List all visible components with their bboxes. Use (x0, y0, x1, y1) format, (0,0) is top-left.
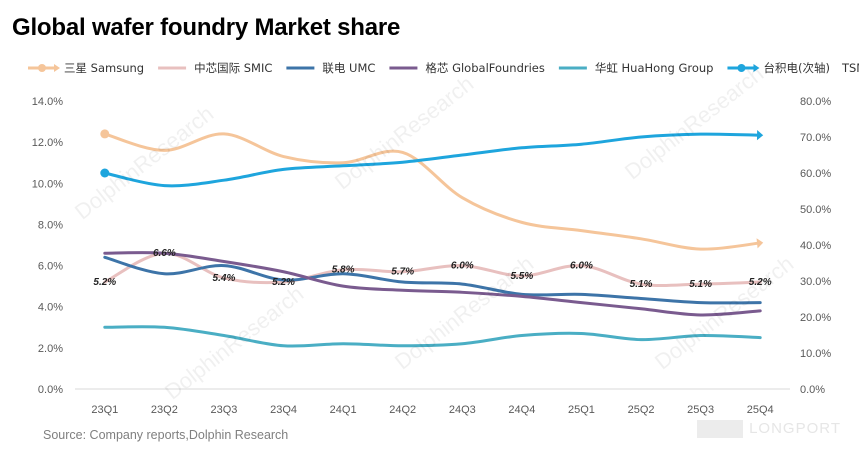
y-left-tick-label: 12.0% (32, 137, 63, 149)
axes: 0.0% 2.0% 4.0% 6.0% 8.0% 10.0% 12.0% 14.0% 0.0% 1… (32, 96, 832, 416)
y-right-tick-label: 80.0% (800, 96, 831, 108)
y-right-tick-label: 60.0% (800, 168, 831, 180)
x-tick-label: 24Q1 (330, 404, 357, 416)
legend-item: 华虹 HuaHong Group (558, 61, 714, 75)
data-label: 6.6% (153, 248, 176, 259)
legend-item: 台积电(次轴) (727, 61, 830, 75)
data-label: 5.2% (749, 277, 772, 288)
x-tick-label: 25Q1 (568, 404, 595, 416)
y-left-tick-label: 14.0% (32, 96, 63, 108)
series-line-series-5 (103, 132, 762, 188)
y-right-tick-label: 0.0% (800, 384, 825, 396)
series-end-arrow (756, 130, 764, 141)
y-left-tick-label: 2.0% (38, 343, 63, 355)
legend-extra-label: TSMC (841, 61, 859, 75)
legend-arrow (753, 64, 760, 72)
series-line-series-4 (103, 325, 762, 348)
x-tick-label: 25Q4 (747, 404, 774, 416)
chart-title: Global wafer foundry Market share (12, 14, 401, 41)
x-tick-label: 25Q2 (628, 404, 655, 416)
data-label: 5.1% (689, 279, 712, 290)
x-tick-label: 23Q4 (270, 404, 297, 416)
legend-label: 三星 Samsung (64, 61, 144, 75)
y-right-tick-label: 70.0% (800, 132, 831, 144)
data-label: 5.2% (93, 277, 116, 288)
x-tick-label: 23Q1 (91, 404, 118, 416)
y-right-tick-label: 30.0% (800, 276, 831, 288)
x-tick-label: 23Q3 (210, 404, 237, 416)
source-note: Source: Company reports,Dolphin Research (43, 428, 289, 442)
legend-label: 华虹 HuaHong Group (595, 61, 714, 75)
legend: 三星 Samsung 中芯国际 SMIC 联电 UMC 格芯 GlobalFoundr… (28, 61, 859, 75)
legend-item: 联电 UMC (286, 61, 375, 75)
legend-label: 台积电(次轴) (763, 61, 829, 75)
series-start-marker (100, 129, 110, 139)
legend-arrow (54, 64, 60, 72)
y-left-tick-label: 6.0% (38, 261, 63, 273)
legend-item: 中芯国际 SMIC (158, 61, 272, 75)
x-tick-label: 23Q2 (151, 404, 178, 416)
data-label: 5.1% (630, 279, 653, 290)
series-lines (100, 129, 764, 348)
series-line-series-1 (103, 251, 762, 288)
legend-item: 三星 Samsung (28, 61, 144, 75)
y-left-tick-label: 8.0% (38, 219, 63, 231)
data-label: 6.0% (570, 261, 593, 272)
y-left-tick-label: 10.0% (32, 178, 63, 190)
data-label: 6.0% (451, 261, 474, 272)
legend-marker (737, 64, 746, 72)
legend-label: 联电 UMC (322, 61, 375, 75)
legend-label: 中芯国际 SMIC (194, 61, 272, 75)
y-left-tick-label: 4.0% (38, 302, 63, 314)
data-labels: 5.2% 6.6% 5.4% 5.2% 5.8% 5.7% 6.0% 5.5% 6.0% 5.1%… (93, 248, 771, 290)
y-left-tick-label: 0.0% (38, 384, 63, 396)
legend-item: 格芯 GlobalFoundries (389, 61, 545, 75)
data-label: 5.7% (391, 267, 414, 278)
data-label: 5.5% (510, 271, 533, 282)
legend-marker (38, 64, 46, 72)
x-tick-label: 25Q3 (687, 404, 714, 416)
x-tick-label: 24Q4 (508, 404, 535, 416)
y-right-tick-label: 50.0% (800, 204, 831, 216)
series-line-series-0 (103, 132, 762, 251)
brand-logo: LONGPORT (697, 420, 841, 439)
series-end-arrow (756, 238, 764, 249)
y-right-tick-label: 40.0% (800, 240, 831, 252)
series-line-series-3 (103, 251, 762, 317)
legend-label: 格芯 GlobalFoundries (425, 61, 544, 75)
series-line-series-2 (103, 255, 762, 305)
data-label: 5.8% (332, 265, 355, 276)
y-right-tick-label: 20.0% (800, 312, 831, 324)
x-tick-label: 24Q3 (449, 404, 476, 416)
x-tick-label: 24Q2 (389, 404, 416, 416)
series-start-marker (100, 168, 110, 178)
data-label: 5.4% (213, 273, 236, 284)
data-label: 5.2% (272, 277, 295, 288)
y-right-tick-label: 10.0% (800, 348, 831, 360)
